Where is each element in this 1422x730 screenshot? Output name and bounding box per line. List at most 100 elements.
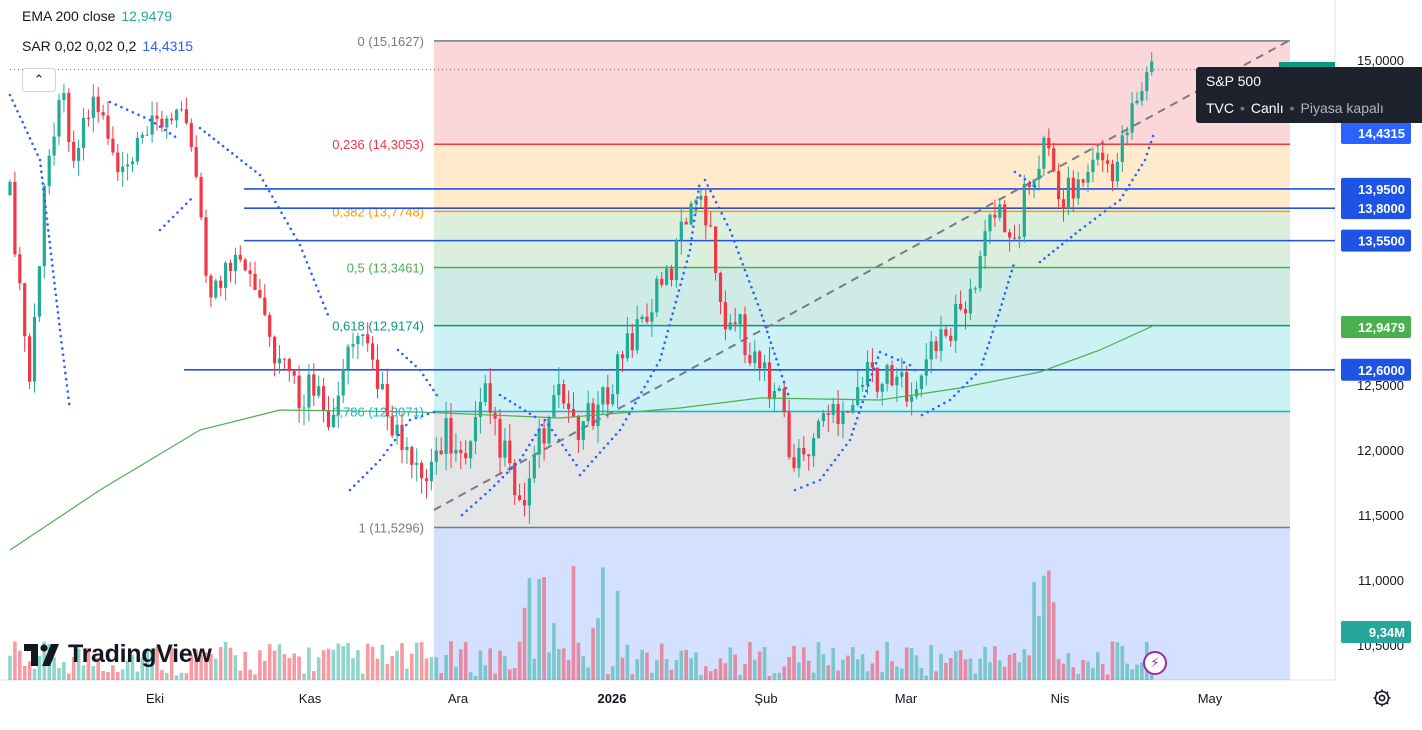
ema-price-tag-bg — [1341, 316, 1411, 338]
collapse-legend-button[interactable]: ⌃ — [22, 68, 56, 92]
sar-dot — [868, 378, 872, 382]
candle-body — [1027, 183, 1031, 188]
candle-body — [179, 109, 184, 111]
volume-bar — [576, 642, 581, 680]
volume-bar — [468, 672, 473, 680]
sar-dot — [926, 410, 929, 414]
candle-body — [194, 147, 198, 177]
sar-dot — [671, 312, 674, 315]
volume-bar — [1110, 641, 1115, 680]
chevron-up-icon: ⌃ — [33, 72, 45, 87]
candle-body — [939, 329, 943, 352]
legend-sar[interactable]: SAR 0,02 0,02 0,2 14,4315 — [22, 38, 193, 54]
volume-bar — [620, 657, 625, 680]
candle-body — [635, 319, 639, 351]
candle-body — [375, 359, 380, 390]
sar-dot — [1003, 292, 1007, 295]
sar-dot — [624, 417, 628, 421]
sar-dot — [668, 323, 671, 327]
candle-body — [268, 314, 272, 337]
sar-dot — [857, 411, 861, 415]
sar-dot — [163, 128, 167, 132]
sar-dot — [606, 442, 610, 445]
sar-dot — [52, 275, 56, 279]
candle-body — [718, 272, 723, 303]
y-tick-label: 12,0000 — [1357, 443, 1404, 458]
candle-body — [1110, 163, 1115, 182]
sar-dot — [324, 307, 327, 310]
sar-dot — [432, 388, 435, 392]
sar-dot — [231, 152, 234, 155]
volume-bar — [258, 650, 262, 680]
candle-body — [581, 421, 585, 440]
legend-ema[interactable]: EMA 200 close 12,9479 — [22, 8, 172, 24]
sar-dot — [401, 428, 404, 432]
volume-bar — [365, 643, 370, 680]
volume-bar — [228, 647, 233, 680]
sar-dot — [1060, 242, 1064, 246]
sar-dot — [142, 116, 146, 119]
lightning-icon[interactable]: ⚡ — [1143, 651, 1167, 675]
tradingview-logo[interactable]: TradingView — [24, 640, 212, 669]
fib-level-label: 0,382 (13,7748) — [332, 204, 424, 219]
candle-body — [856, 387, 860, 405]
tooltip-symbol: S&P 500 — [1206, 73, 1262, 89]
volume-bar — [615, 590, 620, 680]
candle-body — [1057, 171, 1061, 200]
sar-dot — [680, 277, 684, 281]
volume-bar — [601, 567, 605, 680]
sar-dot — [50, 258, 54, 261]
volume-bar — [885, 641, 889, 680]
sar-dot — [931, 407, 935, 411]
tooltip-status: TVC • Canlı • Piyasa kapalı — [1206, 100, 1384, 116]
candle-body — [1071, 177, 1075, 199]
volume-bar — [400, 642, 404, 680]
sar-dot — [44, 211, 48, 215]
sar-dot — [67, 396, 70, 399]
sar-dot — [66, 390, 69, 393]
volume-bar — [1096, 652, 1100, 680]
candle-body — [797, 447, 801, 469]
sar-dot — [878, 350, 882, 354]
candle-body — [733, 322, 737, 325]
candle-body — [875, 367, 879, 392]
candle-body — [611, 394, 615, 405]
gear-icon[interactable] — [1372, 688, 1392, 708]
volume-bar — [762, 647, 767, 680]
sar-dot — [244, 162, 248, 166]
sar-dot — [1002, 297, 1005, 301]
sar-dot — [54, 293, 58, 297]
volume-bar — [189, 655, 194, 680]
candle-body — [317, 386, 321, 396]
candle-body — [988, 214, 992, 232]
candle-body — [96, 96, 100, 113]
sar-dot — [41, 182, 45, 185]
candle-body — [331, 414, 335, 428]
volume-bar — [792, 645, 796, 680]
volume-bar — [669, 669, 674, 680]
sar-dot — [537, 428, 541, 432]
volume-bar — [978, 658, 982, 680]
candle-body — [420, 462, 424, 479]
sar-dot — [173, 135, 177, 138]
sar-dot — [799, 486, 803, 489]
sar-dot — [987, 341, 991, 345]
volume-bar — [655, 660, 659, 680]
sar-dot — [687, 254, 690, 258]
sar-dot — [540, 423, 544, 427]
candle-body — [836, 404, 840, 425]
candle-body — [532, 454, 536, 479]
candle-body — [753, 351, 757, 364]
sar-dot — [31, 142, 34, 146]
volume-bar — [1086, 661, 1090, 680]
candle-body — [155, 115, 159, 119]
sar-dot — [120, 105, 123, 109]
candle-body — [968, 288, 972, 314]
sar-dot — [137, 113, 140, 117]
ema-200-line — [9, 324, 1156, 551]
sar-dot — [221, 144, 225, 148]
sar-dot — [207, 133, 211, 137]
volume-bar — [155, 647, 159, 680]
sar-dot — [728, 228, 732, 232]
sar-dot — [571, 458, 575, 462]
